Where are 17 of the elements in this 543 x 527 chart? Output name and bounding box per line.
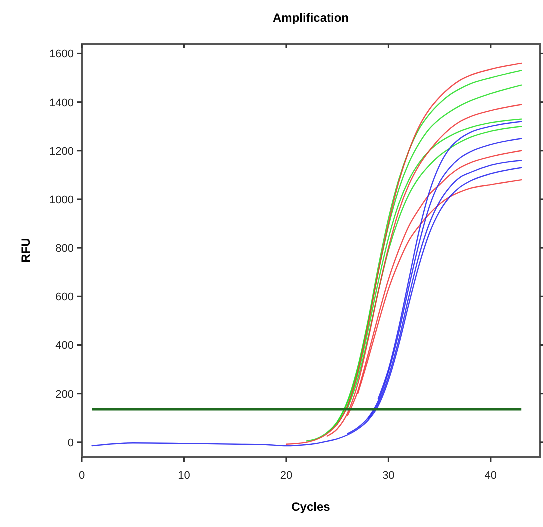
y-tick-label: 1600 bbox=[50, 48, 74, 61]
x-axis-title: Cycles bbox=[292, 500, 331, 514]
y-tick-label: 400 bbox=[56, 340, 74, 352]
x-tick-label: 20 bbox=[280, 470, 293, 482]
y-tick-label: 1400 bbox=[50, 97, 74, 110]
y-tick-label: 200 bbox=[56, 388, 74, 401]
y-tick-label: 600 bbox=[56, 292, 74, 304]
y-tick-label: 1200 bbox=[50, 146, 74, 158]
x-tick-label: 10 bbox=[178, 470, 190, 482]
y-tick-label: 0 bbox=[68, 437, 74, 450]
x-tick-label: 40 bbox=[484, 470, 498, 482]
y-tick-label: 1000 bbox=[50, 194, 74, 206]
x-tick-label: 30 bbox=[382, 470, 395, 482]
y-axis-title: RFU bbox=[19, 238, 33, 263]
x-tick-label: 0 bbox=[78, 470, 86, 482]
chart-title: Amplification bbox=[272, 11, 350, 25]
y-tick-label: 800 bbox=[56, 243, 74, 256]
